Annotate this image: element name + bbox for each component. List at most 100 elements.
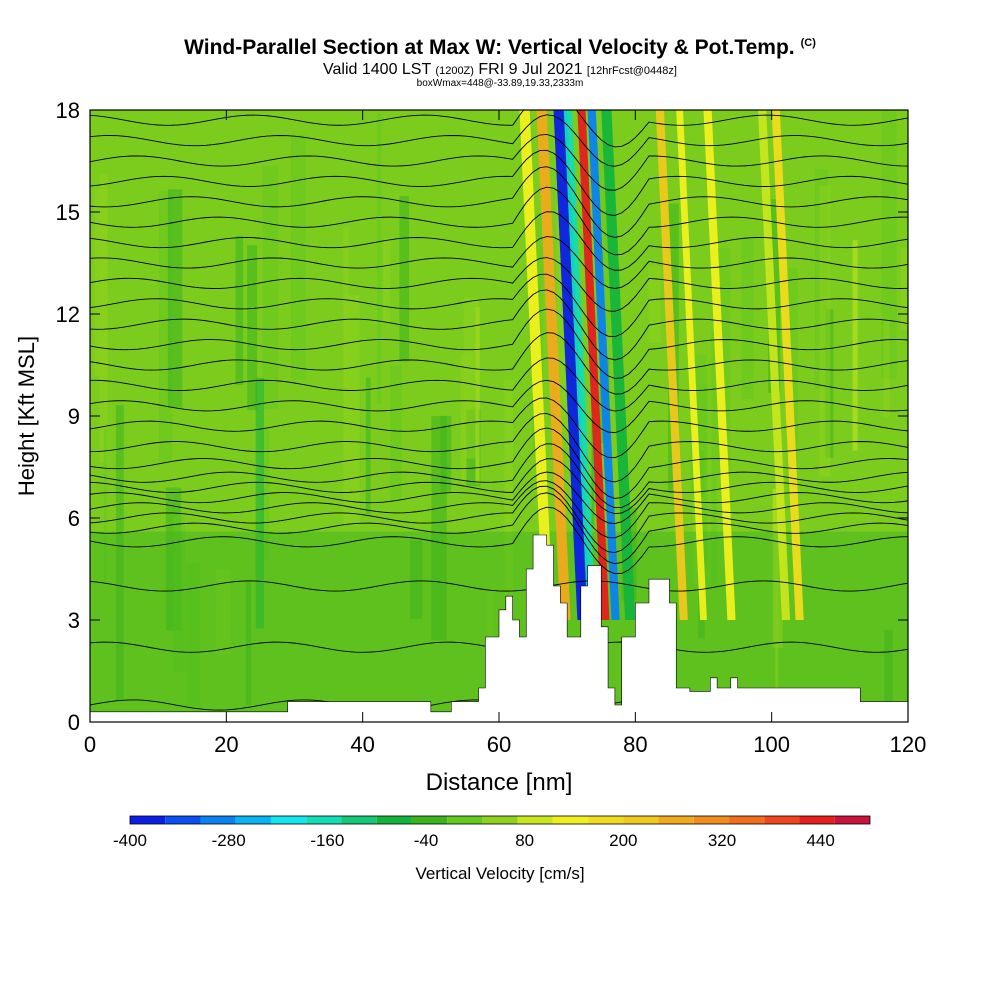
colorbar-swatch bbox=[270, 816, 307, 824]
colorbar-frame bbox=[129, 815, 871, 825]
isentrope-line bbox=[90, 471, 908, 525]
x-tick-label: 80 bbox=[623, 732, 647, 757]
x-tick-label: 40 bbox=[350, 732, 374, 757]
colorbar-swatch bbox=[376, 816, 412, 824]
colorbar-swatch bbox=[764, 816, 800, 824]
velocity-patch bbox=[463, 297, 480, 459]
isentrope-line bbox=[90, 506, 908, 575]
velocity-patch bbox=[819, 185, 831, 477]
x-tick-label: 0 bbox=[84, 732, 96, 757]
velocity-patch bbox=[235, 235, 244, 385]
colorbar-swatch bbox=[552, 816, 589, 824]
velocity-patch bbox=[343, 227, 349, 452]
y-axis-label: Height [Kft MSL] bbox=[14, 336, 39, 496]
x-tick-label: 60 bbox=[487, 732, 511, 757]
colorbar-label: Vertical Velocity [cm/s] bbox=[415, 864, 585, 883]
isentrope-line bbox=[90, 133, 908, 191]
valid-utc: (1200Z) bbox=[435, 65, 474, 77]
isentrope-line bbox=[90, 357, 908, 412]
valid-date: FRI 9 Jul 2021 bbox=[478, 61, 583, 78]
isentrope-line bbox=[90, 458, 908, 515]
colorbar-tick-label: 440 bbox=[806, 831, 834, 850]
velocity-patch bbox=[431, 416, 447, 641]
velocity-patch bbox=[487, 589, 494, 676]
colorbar-swatch bbox=[447, 816, 483, 824]
y-tick-label: 9 bbox=[68, 404, 80, 429]
velocity-patch bbox=[852, 240, 858, 451]
velocity-patch bbox=[365, 377, 371, 514]
title-text: Wind-Parallel Section at Max W: Vertical… bbox=[184, 36, 795, 59]
velocity-patch bbox=[900, 248, 908, 330]
isentrope-line bbox=[90, 211, 908, 271]
y-tick-label: 0 bbox=[68, 710, 80, 735]
x-axis-label: Distance [nm] bbox=[426, 769, 573, 796]
isentrope-line bbox=[90, 166, 908, 238]
velocity-patch bbox=[186, 563, 200, 707]
velocity-patch bbox=[698, 383, 708, 566]
isentrope-line bbox=[90, 289, 908, 361]
isentrope-line bbox=[90, 186, 908, 256]
colorbar-swatch bbox=[658, 816, 694, 824]
colorbar-swatch bbox=[200, 816, 236, 824]
y-tick-label: 15 bbox=[56, 200, 80, 225]
velocity-patch bbox=[247, 245, 258, 411]
isentrope-line bbox=[90, 257, 908, 312]
velocity-patch bbox=[215, 569, 231, 655]
isentrope-line bbox=[90, 412, 908, 483]
velocity-patch bbox=[884, 629, 893, 720]
isentrope-line bbox=[90, 427, 908, 499]
colorbar-swatch bbox=[165, 816, 201, 824]
velocity-patch bbox=[377, 113, 382, 404]
forecast-info: [12hrFcst@0448z] bbox=[586, 65, 677, 77]
isentrope-line bbox=[90, 480, 908, 539]
colorbar-tick-label: -400 bbox=[113, 831, 147, 850]
velocity-patch bbox=[173, 516, 186, 672]
colorbar-swatch bbox=[693, 816, 730, 824]
colorbar-swatch bbox=[588, 816, 624, 824]
title-mark: (C) bbox=[800, 37, 816, 49]
colorbar-tick-label: -40 bbox=[414, 831, 439, 850]
valid-time: Valid 1400 LST bbox=[323, 61, 431, 78]
x-tick-label: 20 bbox=[214, 732, 238, 757]
isentrope-line bbox=[90, 397, 908, 459]
isentrope-line bbox=[90, 273, 908, 338]
isentrope-line bbox=[90, 308, 908, 379]
velocity-patch bbox=[399, 195, 410, 362]
chart-subtitle: Valid 1400 LST (1200Z) FRI 9 Jul 2021 [1… bbox=[0, 61, 1000, 79]
isentrope-line bbox=[90, 580, 908, 592]
y-tick-label: 12 bbox=[56, 302, 80, 327]
velocity-patch bbox=[881, 110, 897, 379]
velocity-patch bbox=[262, 166, 279, 410]
colorbar-swatch bbox=[130, 816, 166, 824]
velocity-patch bbox=[167, 189, 183, 408]
velocity-band bbox=[676, 110, 707, 620]
colorbar-swatch bbox=[341, 816, 377, 824]
colorbar-tick-label: 200 bbox=[609, 831, 637, 850]
plot-area bbox=[90, 110, 908, 722]
colorbar-swatch bbox=[729, 816, 765, 824]
colorbar-swatch bbox=[411, 816, 448, 824]
isentrope-line bbox=[90, 236, 908, 289]
velocity-patch bbox=[290, 134, 307, 380]
velocity-patch bbox=[390, 365, 402, 501]
isentrope-line bbox=[90, 485, 908, 553]
colorbar-swatch bbox=[517, 816, 553, 824]
velocity-patch bbox=[504, 379, 513, 600]
velocity-patch bbox=[103, 428, 107, 583]
x-tick-label: 100 bbox=[753, 732, 790, 757]
box-info: boxWmax=448@-33.89,19.33,2333m bbox=[416, 78, 584, 89]
velocity-band bbox=[519, 110, 554, 620]
colorbar-tick-label: -280 bbox=[212, 831, 246, 850]
velocity-band bbox=[577, 110, 610, 620]
x-tick-label: 120 bbox=[890, 732, 927, 757]
colorbar-swatch bbox=[235, 816, 271, 824]
velocity-band bbox=[601, 110, 636, 620]
colorbar-swatch bbox=[834, 816, 870, 824]
velocity-patch bbox=[772, 488, 783, 648]
colorbar-swatch bbox=[623, 816, 659, 824]
colorbar-tick-label: 320 bbox=[708, 831, 736, 850]
isentrope-line bbox=[90, 443, 908, 509]
isentrope-line bbox=[90, 379, 908, 434]
velocity-patch bbox=[741, 236, 754, 400]
